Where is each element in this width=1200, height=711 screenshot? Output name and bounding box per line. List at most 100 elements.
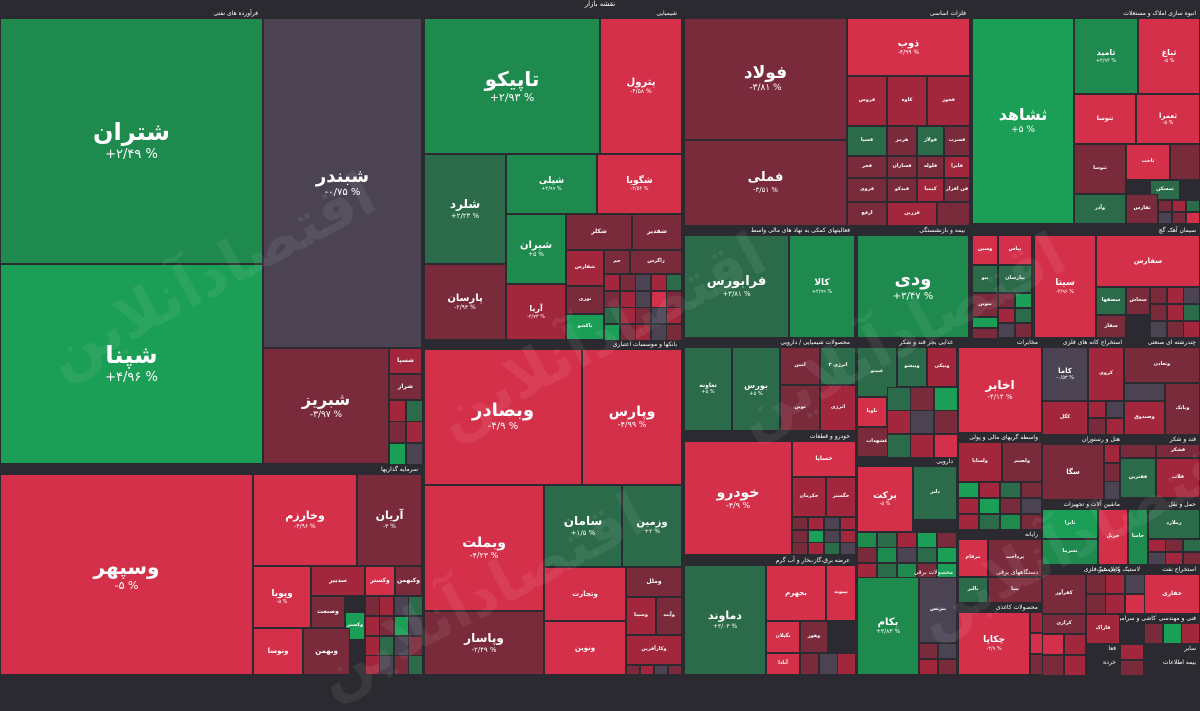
stock-tile[interactable]: وتعادن xyxy=(1124,347,1200,383)
stock-tile[interactable]: شیران +۵ % xyxy=(506,214,566,284)
stock-tile[interactable] xyxy=(394,596,409,616)
stock-tile[interactable] xyxy=(917,532,937,548)
stock-tile[interactable]: دلبر xyxy=(913,466,957,520)
stock-tile[interactable] xyxy=(934,387,958,411)
stock-tile[interactable] xyxy=(365,655,380,675)
stock-tile[interactable] xyxy=(666,307,682,324)
stock-tile[interactable] xyxy=(365,636,380,656)
stock-tile[interactable] xyxy=(919,643,938,659)
stock-tile[interactable]: شفدیر xyxy=(632,214,682,250)
stock-tile[interactable] xyxy=(972,317,998,328)
stock-tile[interactable] xyxy=(1106,401,1124,418)
stock-tile[interactable] xyxy=(666,291,682,308)
stock-tile[interactable]: پاکشو xyxy=(566,314,604,340)
stock-tile[interactable] xyxy=(919,659,938,675)
stock-tile[interactable] xyxy=(958,498,979,514)
stock-tile[interactable] xyxy=(651,307,667,324)
stock-tile[interactable]: ناوبا xyxy=(857,397,887,427)
stock-tile[interactable]: وبصادر -۴/۹ % xyxy=(424,349,582,485)
stock-tile[interactable]: شگویا -۴/۵۴ % xyxy=(597,154,682,214)
stock-tile[interactable] xyxy=(857,547,877,563)
stock-tile[interactable] xyxy=(389,421,406,443)
stock-tile[interactable]: وزمین +۲ % xyxy=(622,485,682,567)
stock-tile[interactable] xyxy=(635,274,651,291)
stock-tile[interactable]: شسپا xyxy=(389,348,422,374)
stock-tile[interactable] xyxy=(1183,539,1200,552)
stock-tile[interactable] xyxy=(972,328,998,339)
stock-tile[interactable] xyxy=(938,659,957,675)
stock-tile[interactable]: قلاب xyxy=(1156,458,1200,498)
stock-tile[interactable]: فملی -۳/۵۱ % xyxy=(684,140,847,226)
stock-tile[interactable]: بورس +۵ % xyxy=(732,347,780,431)
stock-tile[interactable] xyxy=(1183,552,1200,565)
stock-tile[interactable] xyxy=(379,596,394,616)
stock-tile[interactable] xyxy=(394,655,409,675)
stock-tile[interactable]: فیدکو xyxy=(887,178,917,202)
stock-tile[interactable]: تسرما xyxy=(1042,539,1098,565)
stock-tile[interactable]: وکبهمن xyxy=(395,566,422,596)
stock-tile[interactable]: ذوب -۴/۹۹ % xyxy=(847,18,970,76)
stock-tile[interactable] xyxy=(1158,200,1172,212)
stock-tile[interactable]: ودی +۳/۴۷ % xyxy=(857,235,969,338)
stock-tile[interactable]: کروی xyxy=(1088,347,1124,401)
stock-tile[interactable] xyxy=(1064,655,1086,676)
stock-tile[interactable] xyxy=(1170,144,1200,180)
stock-tile[interactable]: فسرب xyxy=(944,126,970,156)
stock-tile[interactable] xyxy=(1106,418,1124,435)
stock-tile[interactable]: کگل xyxy=(1042,401,1088,435)
stock-tile[interactable]: حفاری xyxy=(1144,574,1200,614)
stock-tile[interactable]: شکلر xyxy=(566,214,632,250)
stock-tile[interactable] xyxy=(1015,323,1032,338)
stock-tile[interactable] xyxy=(979,482,1000,498)
stock-tile[interactable]: وصندوق xyxy=(1124,401,1165,435)
stock-tile[interactable]: وهور xyxy=(800,621,828,653)
stock-tile[interactable]: بکام +۳/۸۳ % xyxy=(857,577,919,675)
stock-tile[interactable] xyxy=(840,517,856,530)
stock-tile[interactable]: بنو xyxy=(972,265,998,293)
stock-tile[interactable] xyxy=(620,307,636,324)
stock-tile[interactable] xyxy=(1086,574,1106,594)
stock-tile[interactable]: فزرین xyxy=(887,202,937,226)
stock-tile[interactable] xyxy=(1120,644,1144,660)
stock-tile[interactable] xyxy=(998,293,1015,308)
stock-tile[interactable]: فقثرین xyxy=(1120,458,1156,498)
stock-tile[interactable]: بنرتس xyxy=(919,577,957,643)
stock-tile[interactable] xyxy=(837,653,856,675)
stock-tile[interactable]: کاوه xyxy=(887,76,927,126)
stock-tile[interactable] xyxy=(651,291,667,308)
stock-tile[interactable]: ثفارس xyxy=(1126,194,1158,224)
stock-tile[interactable] xyxy=(620,324,636,341)
stock-tile[interactable]: پترول -۴/۵۸ % xyxy=(600,18,682,154)
stock-tile[interactable] xyxy=(389,443,406,465)
stock-tile[interactable]: اخابر -۴/۱۴ % xyxy=(958,347,1042,433)
stock-tile[interactable]: کیمیا xyxy=(917,178,944,202)
stock-tile[interactable] xyxy=(792,542,808,555)
stock-tile[interactable]: ونیکی xyxy=(927,347,957,387)
stock-tile[interactable] xyxy=(937,547,957,563)
stock-tile[interactable]: برکت -۵ % xyxy=(857,466,913,532)
stock-tile[interactable]: وتجارت xyxy=(544,567,626,621)
stock-tile[interactable] xyxy=(1148,552,1166,565)
stock-tile[interactable] xyxy=(365,596,380,616)
stock-tile[interactable]: ارفع xyxy=(847,202,887,226)
stock-tile[interactable]: بتوین xyxy=(972,293,998,317)
stock-tile[interactable]: خکرمان xyxy=(792,477,826,517)
stock-tile[interactable] xyxy=(857,532,877,548)
stock-tile[interactable] xyxy=(1172,200,1186,212)
stock-tile[interactable]: ثعمرا -۵ % xyxy=(1136,94,1200,144)
stock-tile[interactable] xyxy=(1167,287,1184,304)
stock-tile[interactable]: آریان -۳ % xyxy=(357,474,422,566)
stock-tile[interactable] xyxy=(917,547,937,563)
stock-tile[interactable] xyxy=(1104,463,1120,482)
stock-tile[interactable]: بتپا xyxy=(988,577,1042,603)
stock-tile[interactable] xyxy=(1021,514,1042,530)
stock-tile[interactable] xyxy=(808,542,824,555)
stock-tile[interactable]: وپاسار -۲/۴۹ % xyxy=(424,611,544,675)
stock-tile[interactable]: سصفها xyxy=(1096,287,1126,315)
stock-tile[interactable]: ثتوسا xyxy=(1074,144,1126,194)
stock-tile[interactable] xyxy=(937,202,970,226)
stock-tile[interactable]: هرمز xyxy=(887,126,917,156)
stock-tile[interactable]: آریا -۲/۷۳ % xyxy=(506,284,566,340)
stock-tile[interactable] xyxy=(1000,498,1021,514)
stock-tile[interactable]: شراز xyxy=(389,374,422,400)
